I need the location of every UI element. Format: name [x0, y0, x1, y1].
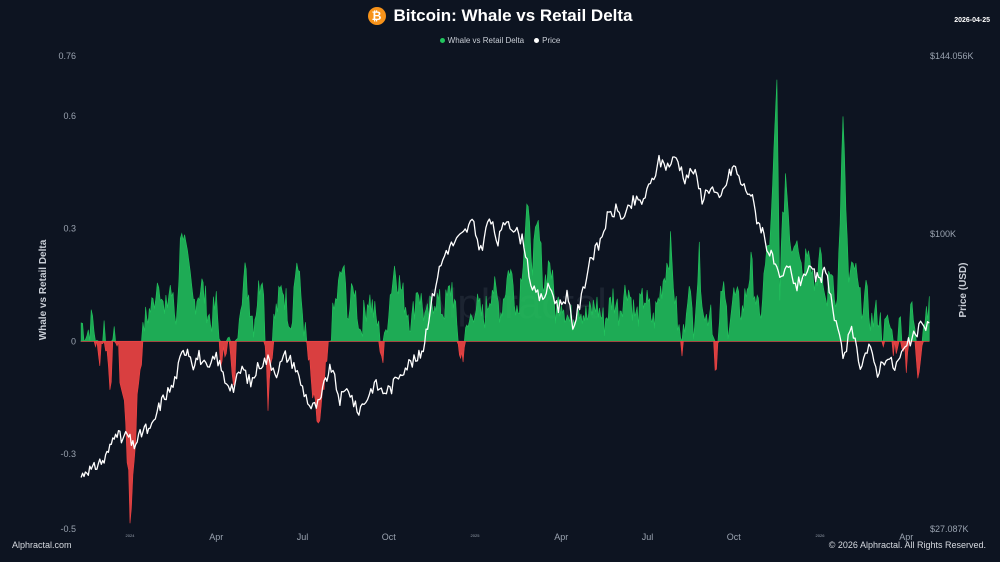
- x-tick-label: Jul: [297, 532, 309, 542]
- legend-dot-price-icon: [534, 38, 540, 43]
- x-tick-label: Oct: [727, 532, 742, 542]
- delta-area-positive: [80, 79, 930, 342]
- legend-label-price: Price: [542, 36, 561, 45]
- legend-item-price[interactable]: Price: [534, 36, 560, 45]
- y-axis-right: $144.056K $100K $27.087K: [930, 51, 974, 534]
- x-tick-label: Oct: [382, 532, 397, 542]
- x-tick-label: Apr: [554, 532, 568, 542]
- legend: Whale vs Retail Delta Price: [0, 36, 1000, 45]
- x-tick-label: 2026: [816, 533, 826, 538]
- x-tick-label: Apr: [209, 532, 223, 542]
- chart-header: ₿ Bitcoin: Whale vs Retail Delta: [0, 6, 1000, 26]
- y-tick-label: 0.76: [58, 51, 76, 61]
- delta-series-positive: [80, 79, 930, 342]
- delta-area-negative: [81, 340, 930, 524]
- price-series: [80, 154, 930, 478]
- footer-copyright: © 2026 Alphractal. All Rights Reserved.: [828, 540, 986, 550]
- footer-site: Alphractal.com: [12, 540, 72, 550]
- x-tick-label: Jul: [642, 532, 654, 542]
- x-tick-label: 2024: [126, 533, 136, 538]
- delta-series-negative: [81, 340, 930, 524]
- y-tick-label: 0: [71, 336, 76, 346]
- x-axis: 2024 Apr Jul Oct 2025 Apr Jul Oct 2026 Apr: [126, 532, 914, 542]
- bitcoin-icon: ₿: [367, 7, 386, 25]
- legend-item-delta[interactable]: Whale vs Retail Delta: [439, 36, 525, 45]
- legend-label-delta: Whale vs Retail Delta: [447, 36, 525, 45]
- price-line: [80, 154, 930, 478]
- y-tick-label: 0.6: [63, 111, 76, 121]
- legend-dot-delta-icon: [439, 38, 445, 43]
- y2-tick-label: $144.056K: [930, 51, 974, 61]
- x-tick-label: Apr: [899, 532, 913, 542]
- y2-tick-label: $100K: [930, 229, 956, 239]
- date-stamp: 2026-04-25: [954, 17, 990, 24]
- x-tick-label: 2025: [471, 533, 481, 538]
- y2-axis-label: Price (USD): [958, 262, 969, 317]
- y2-tick-label: $27.087K: [930, 524, 969, 534]
- y-axis-left: 0.76 0.6 0.3 0 -0.3 -0.5: [58, 51, 76, 534]
- y-tick-label: 0.3: [63, 224, 76, 234]
- page-title: Bitcoin: Whale vs Retail Delta: [393, 6, 633, 25]
- y-tick-label: -0.3: [60, 449, 76, 459]
- y-axis-label: Whale vs Retail Delta: [38, 239, 49, 340]
- y-tick-label: -0.5: [60, 524, 76, 534]
